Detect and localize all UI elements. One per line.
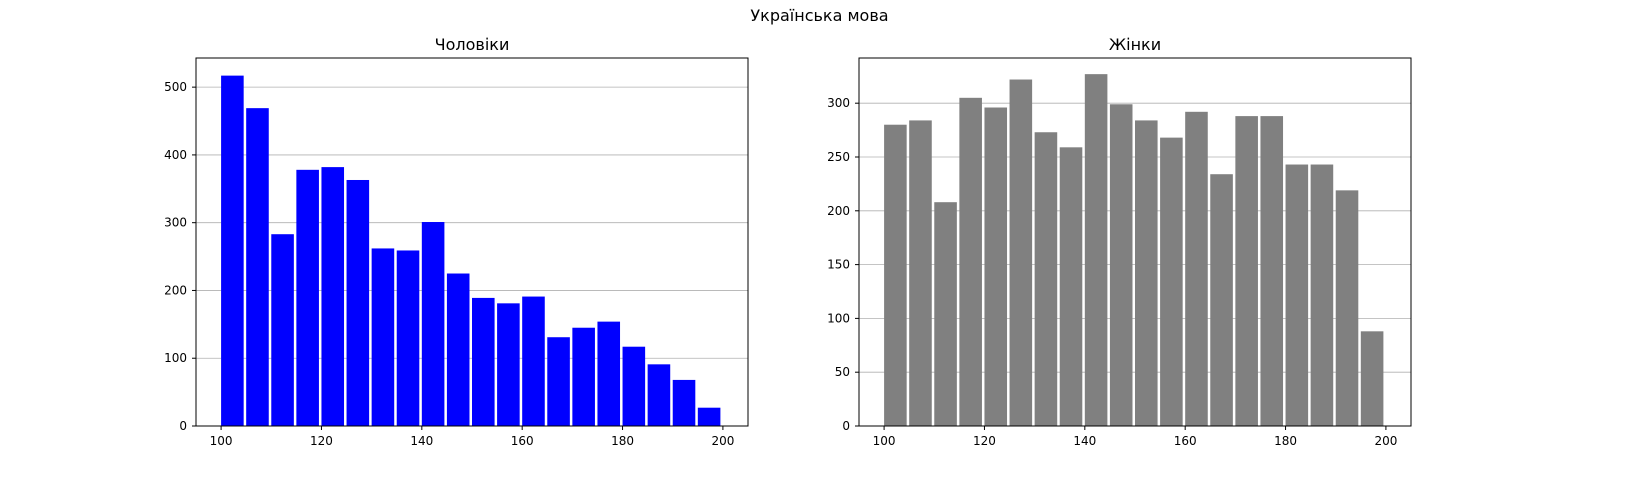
bar: [522, 296, 545, 426]
y-tick-label: 200: [164, 283, 187, 297]
bar: [421, 222, 445, 426]
x-tick-label: 200: [1374, 434, 1397, 448]
bar: [497, 303, 520, 426]
y-tick-label: 100: [164, 351, 187, 365]
bar: [271, 234, 294, 426]
bar: [1310, 164, 1334, 427]
bar: [1009, 79, 1033, 426]
figure-title: Українська мова: [750, 6, 889, 25]
x-tick-label: 160: [511, 434, 534, 448]
axes-frame: [195, 57, 749, 427]
bar: [1059, 147, 1083, 426]
bar: [1285, 164, 1309, 427]
bar: [446, 273, 470, 426]
y-tick-label: 0: [179, 419, 187, 433]
bar: [1034, 132, 1058, 427]
x-tick-label: 200: [711, 434, 734, 448]
bar: [346, 179, 370, 426]
x-tick-label: 120: [973, 434, 996, 448]
bar: [1260, 116, 1284, 427]
bar: [296, 169, 319, 426]
bar: [1084, 74, 1108, 426]
bar: [221, 75, 244, 426]
x-tick-label: 100: [873, 434, 896, 448]
bar: [396, 250, 420, 426]
bar: [647, 364, 671, 426]
y-tick-label: 300: [827, 96, 850, 110]
bar: [697, 407, 721, 426]
chart-panel-2: 100 120 140 160 180 200 0 50 100 150 200 250 300 Жінк…: [827, 35, 1412, 448]
x-tick-label: 140: [410, 434, 433, 448]
y-tick-label: 100: [827, 311, 850, 325]
y-tick-label: 200: [827, 204, 850, 218]
bar: [246, 108, 269, 427]
y-tick-label: 400: [164, 148, 187, 162]
y-tick-label: 250: [827, 150, 850, 164]
bar: [984, 107, 1008, 427]
bar: [1109, 104, 1133, 426]
bar: [959, 97, 982, 426]
chart-title: Чоловіки: [435, 35, 510, 54]
bar: [884, 124, 907, 427]
bar: [572, 327, 595, 426]
y-tick-label: 500: [164, 80, 187, 94]
bar: [321, 167, 345, 426]
chart-panel-1: 100 120 140 160 180 200 0 100 200 300 400 500 Чолові…: [164, 35, 749, 448]
bar: [1185, 111, 1208, 426]
x-tick-label: 140: [1073, 434, 1096, 448]
y-tick-label: 150: [827, 258, 850, 272]
bar: [909, 120, 932, 426]
x-tick-label: 180: [611, 434, 634, 448]
y-tick-label: 50: [835, 365, 850, 379]
axes-frame: [858, 57, 1412, 427]
x-tick-label: 100: [210, 434, 233, 448]
chart-title: Жінки: [1109, 35, 1161, 54]
bar: [547, 337, 570, 426]
bar: [371, 248, 395, 426]
bar: [1160, 137, 1183, 426]
bar: [672, 379, 696, 426]
bar: [1335, 190, 1359, 426]
y-tick-label: 0: [842, 419, 850, 433]
bar: [1210, 174, 1233, 426]
bar: [1360, 331, 1384, 426]
bar: [472, 297, 495, 426]
bar: [1135, 120, 1158, 426]
x-tick-label: 120: [310, 434, 333, 448]
x-tick-label: 180: [1274, 434, 1297, 448]
bar: [622, 346, 646, 426]
x-tick-label: 160: [1174, 434, 1197, 448]
bar: [1235, 116, 1258, 427]
bar: [597, 321, 621, 426]
bar: [934, 202, 957, 426]
y-tick-label: 300: [164, 216, 187, 230]
